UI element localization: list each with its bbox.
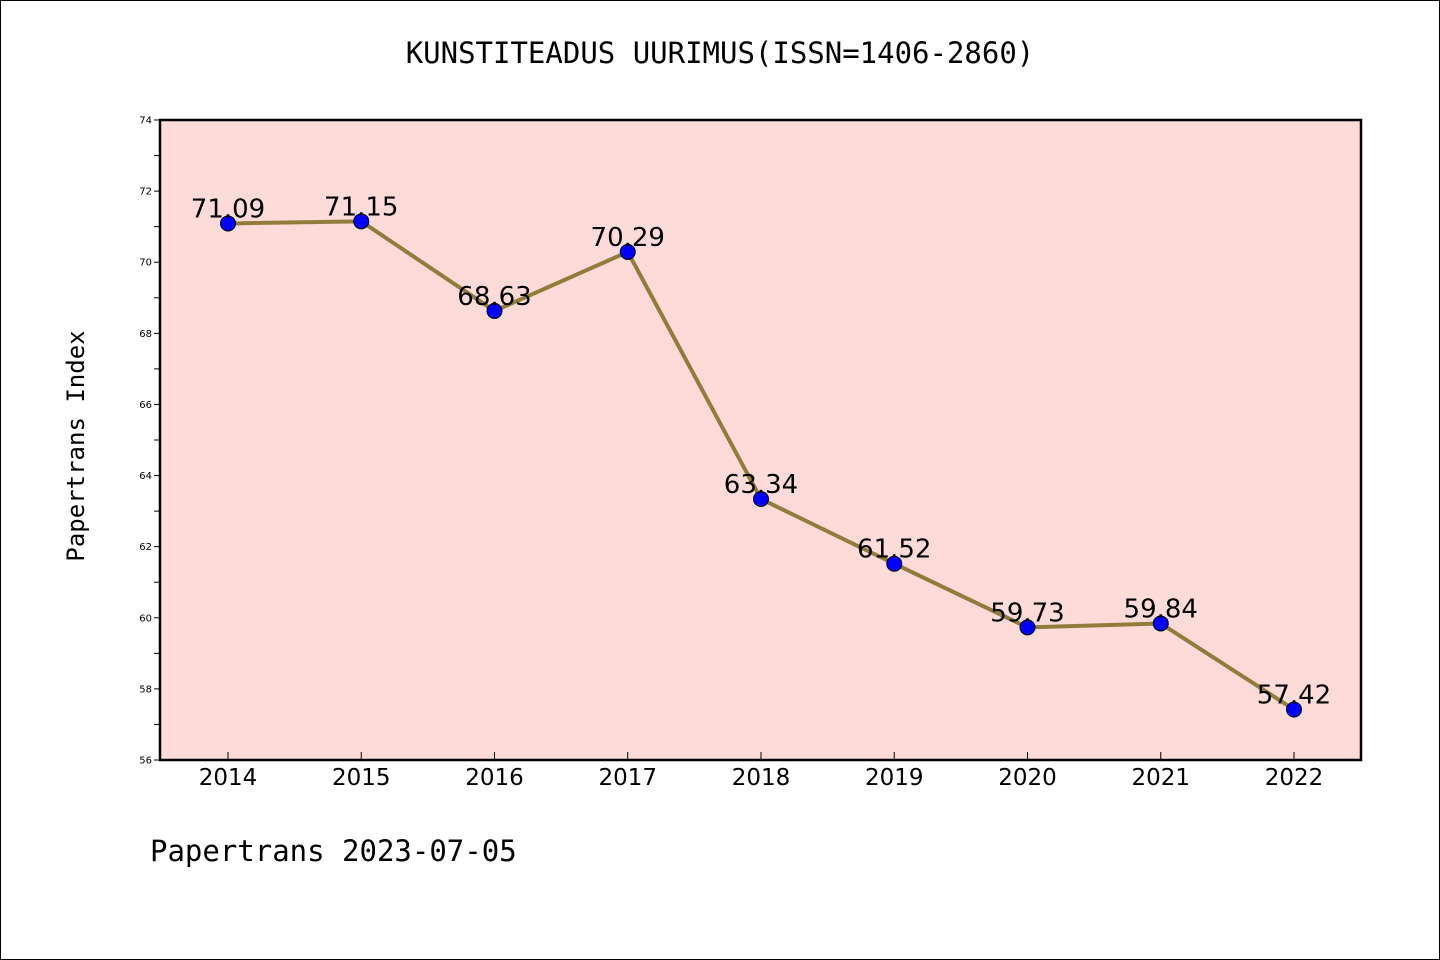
x-tick-label: 2020 <box>998 765 1057 791</box>
y-axis: 56 58 60 62 64 66 68 70 72 74 <box>139 116 160 767</box>
data-label: 61.52 <box>857 535 931 565</box>
x-axis: 2014 2015 2016 2017 2018 2019 2020 2021 2022 <box>199 752 1324 791</box>
plot-border <box>158 118 1363 762</box>
data-label: 59.73 <box>990 598 1064 628</box>
data-label: 57.42 <box>1257 681 1331 711</box>
data-point <box>753 491 769 508</box>
data-point <box>1286 701 1302 718</box>
data-label: 70.29 <box>591 223 665 253</box>
y-tick-label: 70 <box>139 258 152 269</box>
data-point <box>1152 615 1169 632</box>
x-tick-label: 2019 <box>865 765 924 791</box>
data-point <box>886 555 903 572</box>
data-point <box>353 213 370 230</box>
y-tick-label: 68 <box>139 329 152 340</box>
x-tick-label: 2014 <box>199 765 258 791</box>
y-tick-label: 60 <box>139 613 152 624</box>
data-label: 71.15 <box>324 192 398 222</box>
y-tick-label: 74 <box>139 116 152 127</box>
y-tick-label: 64 <box>139 471 152 482</box>
x-tick-label: 2021 <box>1131 765 1190 791</box>
x-tick-label: 2017 <box>598 765 657 791</box>
y-tick-label: 72 <box>139 187 152 198</box>
data-point <box>619 243 636 260</box>
y-tick-label: 58 <box>139 684 152 695</box>
data-point <box>220 215 236 232</box>
data-label: 63.34 <box>724 470 798 500</box>
data-label: 59.84 <box>1124 594 1198 624</box>
series-group: 71.09 71.15 68.63 70.29 63.34 61.52 59.73 59.84… <box>191 192 1331 718</box>
data-label: 68.63 <box>457 282 531 312</box>
y-tick-label: 66 <box>139 400 152 411</box>
x-tick-label: 2022 <box>1265 765 1324 791</box>
x-tick-label: 2018 <box>732 765 791 791</box>
data-point <box>1019 619 1036 636</box>
data-label: 71.09 <box>191 194 265 224</box>
chart-title: KUNSTITEADUS UURIMUS(ISSN=1406-2860) <box>405 36 1035 70</box>
y-tick-label: 56 <box>139 756 152 767</box>
x-tick-label: 2016 <box>465 765 524 791</box>
footer-text: Papertrans 2023-07-05 <box>150 834 517 868</box>
y-tick-label: 62 <box>139 542 152 553</box>
data-point <box>486 302 503 319</box>
x-tick-label: 2015 <box>332 765 391 791</box>
